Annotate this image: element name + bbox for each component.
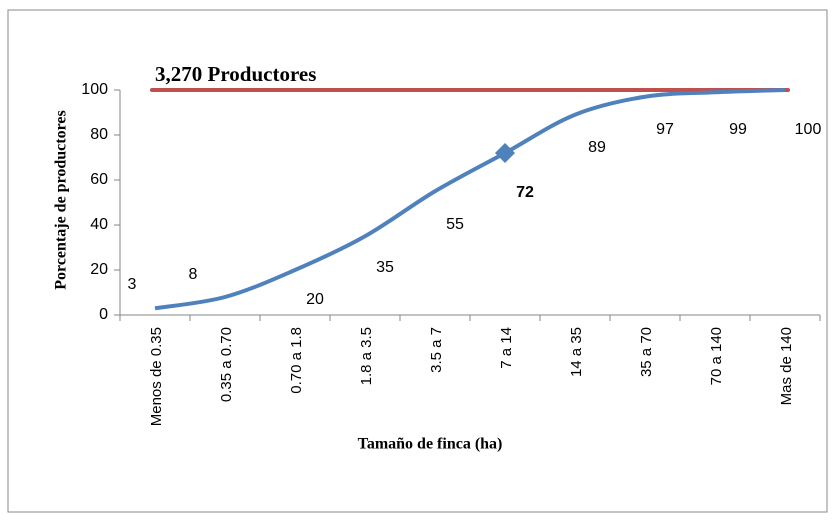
data-label: 99 — [729, 121, 747, 138]
data-label: 72 — [516, 184, 534, 201]
data-label: 3 — [128, 276, 137, 293]
x-tick-label: 14 a 35 — [568, 327, 585, 377]
y-tick-label: 20 — [90, 261, 108, 278]
x-tick-label: Mas de 140 — [778, 327, 795, 405]
line — [154, 88, 786, 311]
data-label: 8 — [189, 266, 198, 283]
x-tick-label: Menos de 0.35 — [148, 327, 165, 426]
x-tick-label: 0.70 a 1.8 — [288, 327, 305, 394]
x-tick-label: 1.8 a 3.5 — [358, 327, 375, 385]
y-axis-title: Porcentaje de productores — [53, 110, 70, 290]
data-label: 100 — [795, 121, 822, 138]
data-label: 89 — [588, 139, 606, 156]
y-tick-label: 100 — [81, 81, 108, 98]
data-label: 55 — [446, 216, 464, 233]
x-tick-label: 7 a 14 — [498, 327, 515, 369]
x-tick-label: 70 a 140 — [708, 327, 725, 385]
x-axis-title: Tamaño de finca (ha) — [358, 436, 503, 453]
y-tick-label: 80 — [90, 126, 108, 143]
x-tick-label: 0.35 a 0.70 — [218, 327, 235, 402]
data-label: 35 — [376, 259, 394, 276]
chart-title: 3,270 Productores — [155, 62, 316, 86]
x-tick-label: 35 a 70 — [638, 327, 655, 377]
y-tick-label: 0 — [99, 306, 108, 323]
x-tick-label: 3.5 a 7 — [428, 327, 445, 373]
data-label: 20 — [306, 291, 324, 308]
y-tick-label: 60 — [90, 171, 108, 188]
data-label: 97 — [656, 121, 674, 138]
y-tick-label: 40 — [90, 216, 108, 233]
marker — [495, 143, 515, 163]
